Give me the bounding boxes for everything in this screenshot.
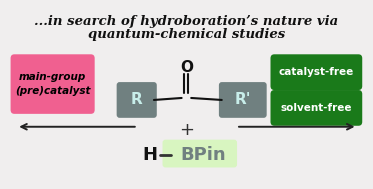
Text: solvent-free: solvent-free xyxy=(280,103,352,113)
Text: main-group
(pre)catalyst: main-group (pre)catalyst xyxy=(15,72,90,96)
FancyBboxPatch shape xyxy=(163,140,237,167)
Text: catalyst-free: catalyst-free xyxy=(279,67,354,77)
Text: O: O xyxy=(180,60,193,75)
FancyBboxPatch shape xyxy=(10,54,95,114)
FancyBboxPatch shape xyxy=(117,82,157,118)
FancyBboxPatch shape xyxy=(270,90,362,126)
Text: quantum-chemical studies: quantum-chemical studies xyxy=(88,29,285,42)
Text: R': R' xyxy=(235,92,251,108)
Text: BPin: BPin xyxy=(181,146,226,163)
Text: H: H xyxy=(142,146,158,163)
FancyBboxPatch shape xyxy=(270,54,362,90)
Text: +: + xyxy=(179,121,194,139)
FancyBboxPatch shape xyxy=(219,82,267,118)
Text: R: R xyxy=(131,92,142,108)
Text: ...in search of hydroboration’s nature via: ...in search of hydroboration’s nature v… xyxy=(34,15,339,28)
